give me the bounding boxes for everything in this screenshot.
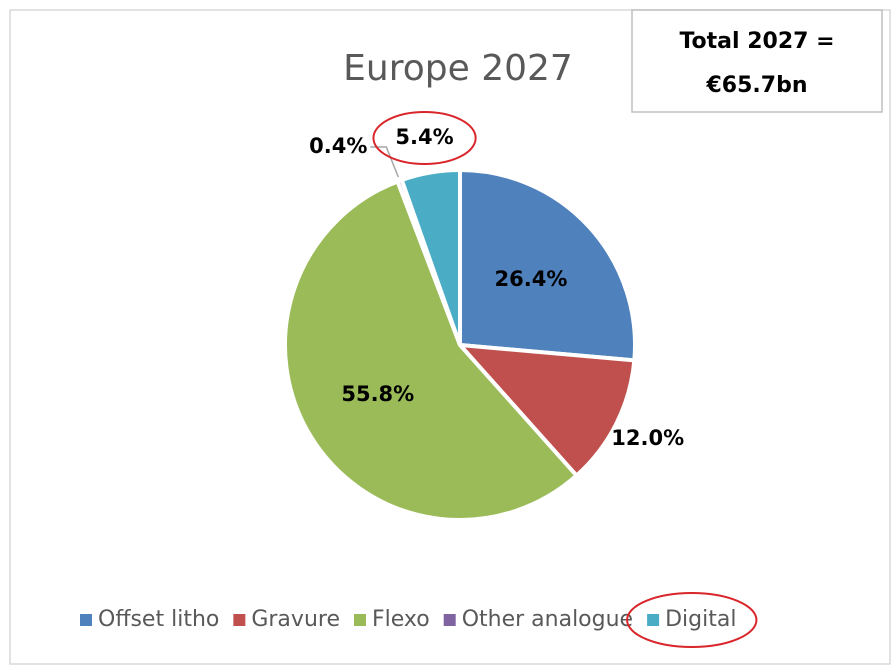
data-label: 5.4%	[395, 125, 453, 149]
legend-label: Other analogue	[462, 607, 633, 632]
legend-swatch	[443, 614, 456, 626]
highlight-ring	[626, 592, 758, 648]
legend-swatch	[233, 614, 246, 626]
total-box	[631, 9, 883, 113]
data-label: 26.4%	[495, 267, 568, 291]
pie-slice	[283, 178, 580, 522]
data-label: 0.4%	[309, 134, 367, 158]
legend-label: Digital	[665, 607, 736, 632]
pie-slice	[399, 167, 462, 346]
data-label: 12.0%	[611, 426, 684, 450]
pie-slice	[455, 342, 637, 479]
legend-swatch	[80, 614, 92, 626]
legend-label: Flexo	[372, 607, 430, 632]
highlight-ring	[372, 111, 477, 166]
total-line: Total 2027 =	[679, 29, 834, 54]
legend-label: Offset litho	[98, 607, 219, 632]
data-label: 55.8%	[341, 382, 414, 406]
legend-label: Gravure	[251, 607, 340, 632]
legend-swatch	[353, 614, 366, 626]
total-line: €65.7bn	[706, 73, 808, 98]
legend-swatch	[647, 614, 660, 626]
chart-title: Europe 2027	[343, 48, 573, 89]
pie-slice	[458, 167, 637, 363]
